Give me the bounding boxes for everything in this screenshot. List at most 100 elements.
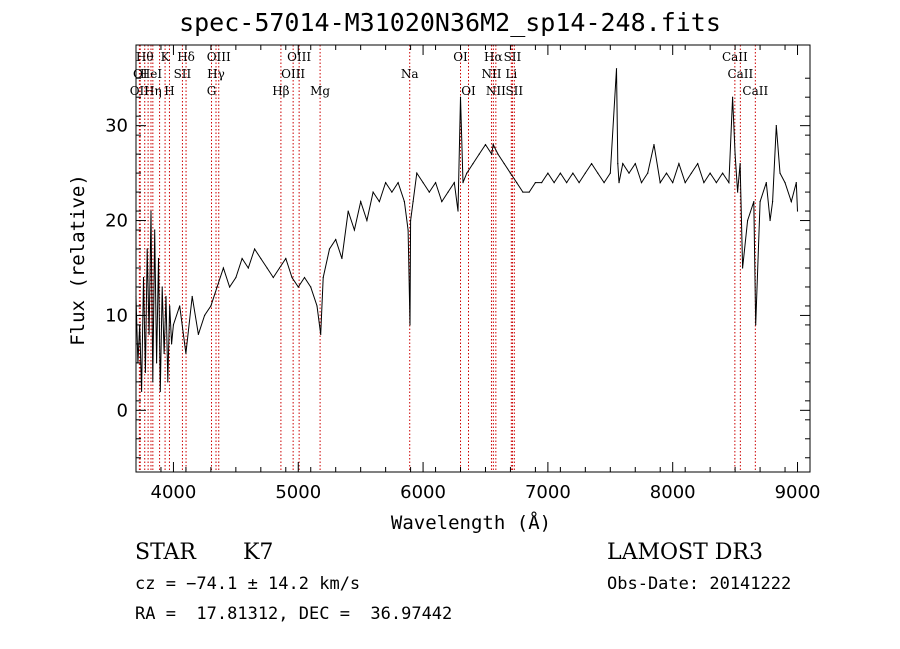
spectrum-point xyxy=(366,219,368,222)
spectrum-point xyxy=(769,219,771,222)
spectrum-point xyxy=(266,267,268,269)
spectrum-point xyxy=(790,200,792,203)
spectral-line-markers xyxy=(138,45,756,472)
spectrum-point xyxy=(622,163,624,165)
spectrum-point xyxy=(185,352,187,354)
spectrum-point xyxy=(484,144,487,146)
spectrum-point xyxy=(796,210,799,212)
line-marker-label: Hβ xyxy=(272,84,289,98)
spectrum-point xyxy=(690,172,693,174)
spectrum-point xyxy=(497,153,499,155)
observation-date: Obs-Date: 20141222 xyxy=(607,574,792,594)
spectrum-point xyxy=(353,229,356,231)
x-tick-label: 9000 xyxy=(775,482,821,503)
spectrum-point xyxy=(372,191,374,193)
spectrum-point xyxy=(516,181,518,184)
spectrum-point xyxy=(722,172,724,174)
spectrum-point xyxy=(665,172,668,174)
line-marker-label: CaII xyxy=(742,84,768,98)
line-marker-label: OIII xyxy=(207,50,231,64)
x-tick-label: 4000 xyxy=(151,482,197,503)
spectrum-point xyxy=(795,181,797,184)
spectrum-point xyxy=(659,181,661,184)
y-tick-label: 10 xyxy=(105,305,128,326)
spectrum-point xyxy=(528,191,530,193)
spectrum-point xyxy=(412,200,414,203)
spectrum-point xyxy=(503,163,505,165)
spectrum-point xyxy=(297,286,299,288)
spectrum-point xyxy=(672,181,674,184)
line-marker-label: OI xyxy=(453,50,468,64)
x-axis-label: Wavelength (Å) xyxy=(391,511,551,534)
spectrum-point xyxy=(697,163,699,165)
spectrum-point xyxy=(597,172,599,174)
spectrum-point xyxy=(522,191,524,193)
survey-name: LAMOST DR3 xyxy=(607,540,763,565)
spectrum-point xyxy=(163,352,165,354)
spectrum-point xyxy=(285,257,287,260)
spectrum-point xyxy=(169,305,171,307)
spectrum-point xyxy=(775,125,777,127)
spectrum-point xyxy=(428,191,430,193)
line-marker-label: G xyxy=(207,84,217,98)
spectrum-point xyxy=(397,181,399,184)
spectrum-point xyxy=(753,200,755,203)
spectrum-point xyxy=(559,172,561,174)
spectrum-point xyxy=(590,163,593,165)
spectrum-point xyxy=(478,153,480,155)
spectrum-point xyxy=(310,286,312,288)
line-marker-label: Mg xyxy=(310,84,330,98)
spectrum-point xyxy=(541,181,543,184)
line-marker-label: HeI xyxy=(140,67,163,81)
spectrum-point xyxy=(491,153,493,155)
spectrum-point xyxy=(152,381,154,383)
spectrum-point xyxy=(229,286,231,288)
spectrum-point xyxy=(466,172,468,174)
spectrum-point xyxy=(172,324,175,326)
spectrum-point xyxy=(715,181,717,184)
spectrum-point xyxy=(241,257,243,260)
spectrum-point xyxy=(347,210,349,212)
spectrum-point xyxy=(784,181,786,184)
x-tick-label: 7000 xyxy=(525,482,571,503)
line-marker-label: Hδ xyxy=(177,50,195,64)
spectrum-point xyxy=(403,200,405,203)
spectrum-point xyxy=(732,96,734,98)
spectrum-point xyxy=(492,144,494,146)
spectrum-point xyxy=(148,333,150,336)
spectrum-point xyxy=(191,295,193,298)
spectrum-point xyxy=(728,181,730,184)
spectrum-point xyxy=(291,276,293,279)
spectrum-point xyxy=(150,210,152,212)
spectrum-point xyxy=(634,163,636,165)
spectrum-point xyxy=(144,371,146,373)
spectrum-point xyxy=(197,333,200,336)
line-marker-label: Hθ xyxy=(136,50,154,64)
spectrum-point xyxy=(746,219,749,222)
spectrum-point xyxy=(684,181,686,184)
spectrum-point xyxy=(341,257,343,260)
line-marker-label: H xyxy=(164,84,174,98)
spectrum-point xyxy=(653,144,655,146)
spectrum-point xyxy=(509,172,512,174)
spectrum-point xyxy=(142,276,145,279)
y-axis-label: Flux (relative) xyxy=(67,174,89,346)
line-marker-label: OIII xyxy=(287,50,311,64)
spectrum-point xyxy=(739,163,741,165)
spectrum-point xyxy=(578,181,580,184)
spectrum-point xyxy=(441,200,443,203)
object-class: STAR xyxy=(135,540,196,565)
spectrum-point xyxy=(779,172,781,174)
spectrum-point xyxy=(422,181,424,184)
line-marker-label: Na xyxy=(401,67,419,81)
spectrum-point xyxy=(335,238,337,241)
spectrum-point xyxy=(222,267,224,269)
spectrum-point xyxy=(615,68,618,70)
spectrum-point xyxy=(159,390,161,392)
sky-coordinates: RA = 17.81312, DEC = 36.97442 xyxy=(135,604,453,624)
spectrum-point xyxy=(759,200,761,203)
chart-title: spec-57014-M31020N36M2_sp14-248.fits xyxy=(179,8,721,37)
spectrum-point xyxy=(278,267,281,269)
plot-frame xyxy=(135,44,811,473)
